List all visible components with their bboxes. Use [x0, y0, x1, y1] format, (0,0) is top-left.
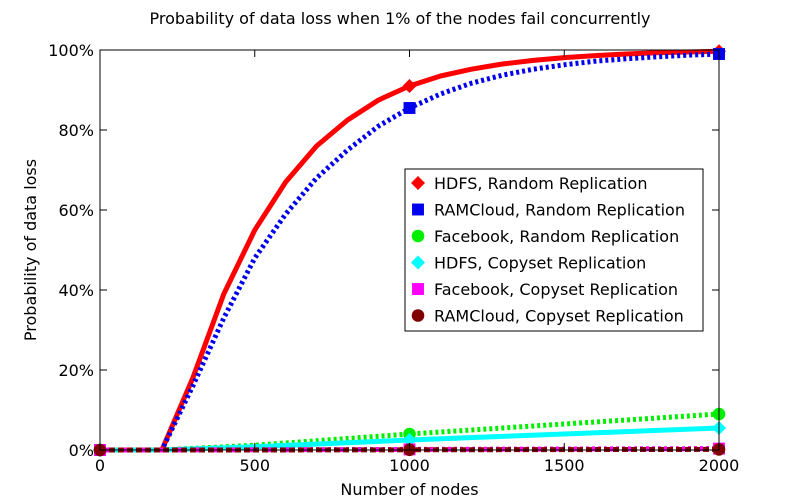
legend-marker-4 — [411, 255, 425, 270]
series-line-1 — [100, 48, 720, 453]
y-tick-label: 20% — [58, 361, 94, 380]
series-1-marker — [402, 79, 417, 93]
legend-marker-6 — [411, 309, 425, 322]
legend-label: HDFS, Random Replication — [434, 174, 647, 193]
x-tick-label: 500 — [239, 456, 270, 475]
legend-marker-5 — [412, 283, 424, 295]
y-tick-label: 60% — [58, 201, 94, 220]
legend: HDFS, Random Replication RAMCloud, Random… — [404, 168, 704, 332]
legend-label: RAMCloud, Random Replication — [434, 201, 685, 220]
axes: 0 500 1000 1500 2000 0% 20% 40% 60% 80% 100% — [48, 41, 739, 475]
legend-label: RAMCloud, Copyset Replication — [434, 307, 684, 326]
y-tick-label: 40% — [58, 281, 94, 300]
x-tick-label: 1500 — [544, 456, 585, 475]
chart-title: Probability of data loss when 1% of the … — [149, 9, 650, 28]
legend-label: Facebook, Random Replication — [434, 227, 679, 246]
y-tick-label: 80% — [58, 121, 94, 140]
y-tick-label: 0% — [69, 441, 94, 460]
legend-label: HDFS, Copyset Replication — [434, 254, 646, 273]
y-tick-label: 100% — [48, 41, 94, 60]
legend-label: Facebook, Copyset Replication — [434, 280, 678, 299]
y-axis-title: Probability of data loss — [21, 159, 40, 341]
series-line-2 — [100, 51, 720, 453]
legend-marker-3 — [411, 229, 425, 243]
x-tick-label: 1000 — [389, 456, 430, 475]
legend-marker-2 — [412, 203, 424, 216]
x-tick-label: 0 — [95, 456, 105, 475]
legend-box — [404, 168, 704, 332]
legend-marker-1 — [411, 176, 425, 190]
x-axis-title: Number of nodes — [340, 480, 478, 499]
x-tick-label: 2000 — [699, 456, 740, 475]
series-2-marker — [403, 102, 416, 114]
